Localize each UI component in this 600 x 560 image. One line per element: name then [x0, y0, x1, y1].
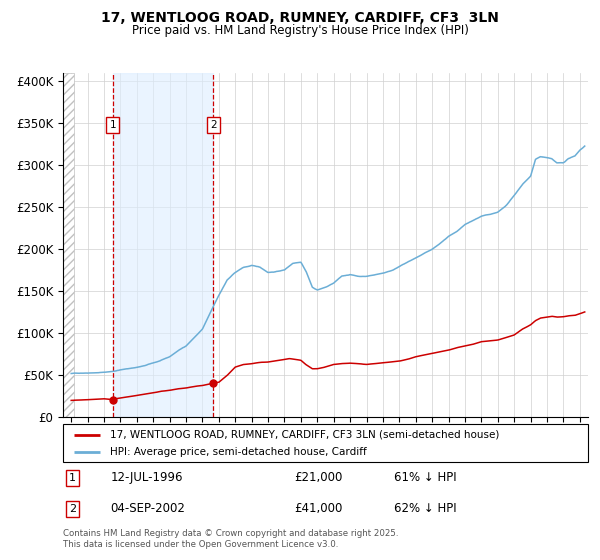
Text: £21,000: £21,000: [294, 471, 343, 484]
Bar: [113, 73, 214, 417]
Text: Contains HM Land Registry data © Crown copyright and database right 2025.
This d: Contains HM Land Registry data © Crown c…: [63, 529, 398, 549]
Text: 62% ↓ HPI: 62% ↓ HPI: [394, 502, 457, 515]
Text: 61% ↓ HPI: 61% ↓ HPI: [394, 471, 457, 484]
Text: 17, WENTLOOG ROAD, RUMNEY, CARDIFF, CF3  3LN: 17, WENTLOOG ROAD, RUMNEY, CARDIFF, CF3 …: [101, 11, 499, 25]
FancyBboxPatch shape: [63, 424, 588, 462]
Text: HPI: Average price, semi-detached house, Cardiff: HPI: Average price, semi-detached house,…: [110, 447, 367, 458]
Text: 1: 1: [109, 120, 116, 130]
Text: £41,000: £41,000: [294, 502, 343, 515]
Text: 12-JUL-1996: 12-JUL-1996: [110, 471, 183, 484]
Text: 1: 1: [69, 473, 76, 483]
Text: 2: 2: [210, 120, 217, 130]
Text: 17, WENTLOOG ROAD, RUMNEY, CARDIFF, CF3 3LN (semi-detached house): 17, WENTLOOG ROAD, RUMNEY, CARDIFF, CF3 …: [110, 430, 500, 440]
Text: 04-SEP-2002: 04-SEP-2002: [110, 502, 185, 515]
Text: Price paid vs. HM Land Registry's House Price Index (HPI): Price paid vs. HM Land Registry's House …: [131, 24, 469, 36]
Text: 2: 2: [69, 504, 76, 514]
